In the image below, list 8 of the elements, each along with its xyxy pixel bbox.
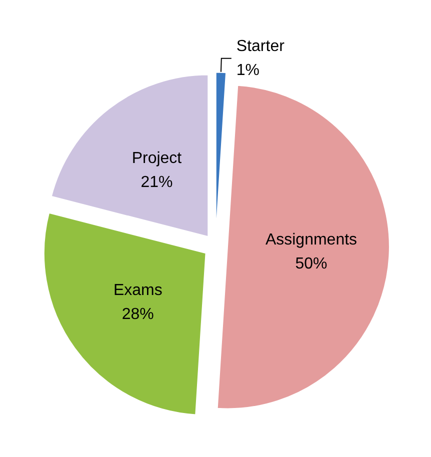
data-label: 50% bbox=[295, 256, 328, 273]
slice-label: Assignments bbox=[265, 232, 358, 249]
data-label: 21% bbox=[140, 174, 173, 191]
slice-label: Exams bbox=[113, 282, 162, 300]
data-label: 1% bbox=[236, 62, 260, 79]
slice-label: Starter bbox=[236, 38, 286, 55]
data-label: 28% bbox=[122, 306, 154, 324]
slice-label: Project bbox=[132, 150, 182, 167]
